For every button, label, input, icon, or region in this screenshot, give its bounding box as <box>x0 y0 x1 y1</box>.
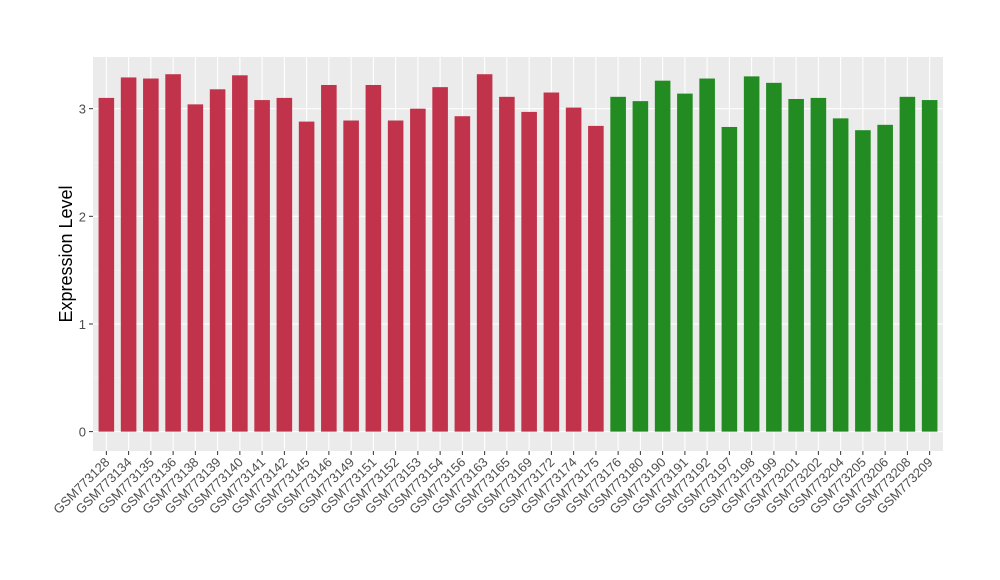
y-tick-label: 2 <box>79 209 86 224</box>
bar <box>499 96 515 432</box>
bar <box>677 93 693 432</box>
bar <box>276 97 293 432</box>
bar <box>387 120 404 432</box>
bar <box>521 111 537 432</box>
bar <box>832 118 849 432</box>
bar <box>654 80 671 432</box>
bar <box>632 101 649 432</box>
bar <box>120 77 137 432</box>
bar <box>899 96 916 432</box>
bar <box>721 126 738 432</box>
bar <box>143 78 159 432</box>
y-tick-label: 1 <box>79 317 86 332</box>
bar <box>921 100 938 432</box>
y-tick-label: 3 <box>79 102 86 117</box>
bar <box>209 89 226 432</box>
bar <box>321 84 337 432</box>
bar <box>543 92 560 432</box>
y-axis-label: Expression Level <box>56 185 76 322</box>
bars <box>98 74 938 432</box>
bar <box>877 124 893 432</box>
bar <box>187 104 204 432</box>
bar <box>365 84 382 432</box>
y-axis: 0 1 2 3 <box>79 102 93 440</box>
bar <box>699 78 715 432</box>
bar <box>298 121 315 432</box>
bar <box>343 120 359 432</box>
bar <box>476 74 493 432</box>
bar <box>788 98 804 432</box>
bar <box>855 130 871 432</box>
bar <box>743 76 760 432</box>
bar <box>232 75 248 432</box>
bar <box>98 97 115 432</box>
x-axis: GSM773128GSM773134GSM773135GSM773136GSM7… <box>50 451 936 517</box>
bar <box>588 125 604 432</box>
y-tick-label: 0 <box>79 425 86 440</box>
bar <box>432 87 448 432</box>
bar <box>610 96 626 432</box>
bar <box>410 108 426 432</box>
bar <box>165 74 181 432</box>
bar <box>810 97 827 432</box>
bar <box>254 100 270 432</box>
bar <box>454 116 471 432</box>
bar <box>766 82 782 432</box>
bar <box>565 107 582 432</box>
